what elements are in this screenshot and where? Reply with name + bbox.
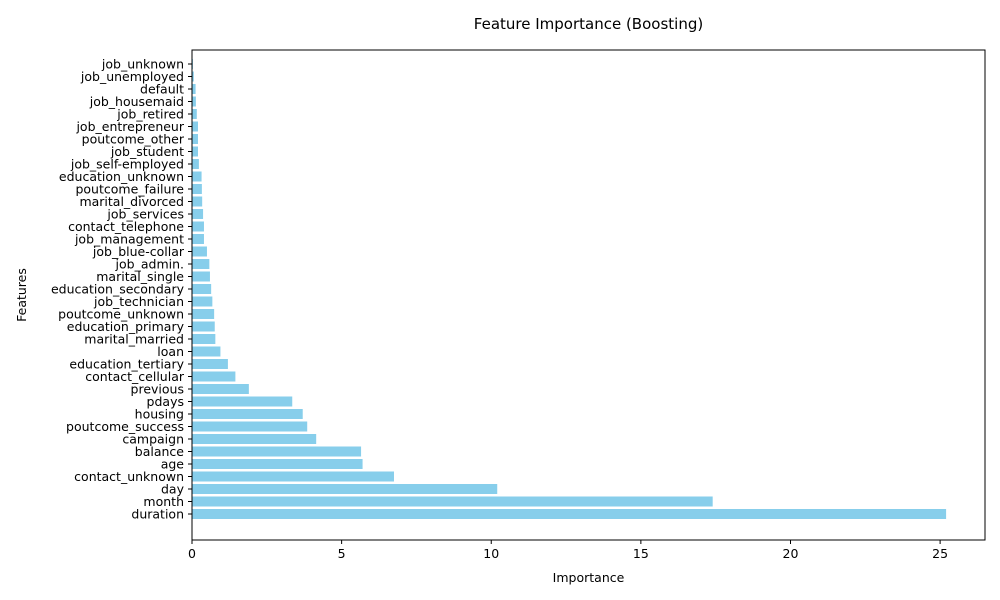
x-axis-title: Importance — [553, 570, 625, 585]
y-tick-label: poutcome_failure — [75, 182, 184, 197]
y-tick-label: education_unknown — [59, 169, 184, 184]
bar-job_technician — [192, 296, 213, 307]
bar-poutcome_failure — [192, 184, 202, 194]
y-tick-label: marital_married — [84, 332, 184, 347]
y-axis-title: Features — [14, 268, 29, 322]
bar-job_management — [192, 234, 204, 244]
y-tick-label: campaign — [122, 432, 184, 447]
y-tick-label: balance — [135, 444, 185, 459]
bar-job_student — [192, 146, 198, 157]
bar-job_housemaid — [192, 96, 196, 107]
bar-day — [192, 484, 498, 494]
y-tick-label: previous — [131, 382, 184, 397]
bar-age — [192, 459, 363, 469]
y-tick-label: job_blue-collar — [92, 244, 185, 259]
y-tick-label: job_management — [74, 232, 184, 247]
y-tick-label: job_student — [110, 144, 184, 159]
y-tick-label: day — [161, 482, 185, 497]
bar-default — [192, 84, 196, 94]
y-tick-label: contact_unknown — [74, 469, 184, 484]
bar-education_unknown — [192, 171, 202, 182]
bar-balance — [192, 446, 362, 457]
bar-contact_unknown — [192, 471, 394, 482]
y-tick-label: job_housemaid — [89, 94, 184, 109]
bar-job_self-employed — [192, 159, 199, 169]
plot-frame — [191, 49, 986, 541]
bar-job_blue-collar — [192, 246, 207, 257]
y-tick-label: education_primary — [67, 319, 185, 334]
bars-group — [192, 59, 947, 519]
y-tick-label: contact_telephone — [68, 219, 184, 234]
bar-job_unemployed — [192, 71, 194, 82]
y-tick-label: job_unknown — [101, 57, 184, 72]
bar-poutcome_unknown — [192, 309, 215, 319]
y-tick-label: education_tertiary — [69, 357, 184, 372]
x-tick-label: 5 — [338, 546, 346, 561]
x-tick-label: 25 — [932, 546, 948, 561]
bar-loan — [192, 346, 221, 357]
bar-job_services — [192, 209, 204, 219]
bar-contact_cellular — [192, 371, 236, 382]
bar-education_tertiary — [192, 359, 228, 369]
bar-housing — [192, 409, 303, 419]
bar-marital_single — [192, 271, 210, 282]
bar-pdays — [192, 396, 293, 407]
bar-contact_telephone — [192, 221, 204, 232]
y-tick-label: loan — [157, 344, 184, 359]
bar-job_entrepreneur — [192, 121, 198, 132]
y-axis-ticks: durationmonthdaycontact_unknownagebalanc… — [51, 57, 192, 522]
y-tick-label: job_technician — [93, 294, 184, 309]
bar-education_primary — [192, 321, 215, 332]
bar-marital_married — [192, 334, 216, 344]
y-tick-label: duration — [131, 507, 184, 522]
x-tick-label: 15 — [633, 546, 649, 561]
y-tick-label: education_secondary — [51, 282, 185, 297]
y-tick-label: age — [161, 457, 185, 472]
bar-previous — [192, 384, 249, 394]
bar-education_secondary — [192, 284, 212, 294]
y-tick-label: marital_divorced — [79, 194, 184, 209]
y-tick-label: job_retired — [116, 107, 184, 122]
bar-marital_divorced — [192, 196, 203, 207]
y-tick-label: default — [140, 82, 184, 97]
y-tick-label: job_entrepreneur — [75, 119, 184, 134]
bar-poutcome_other — [192, 134, 198, 144]
y-tick-label: job_unemployed — [80, 69, 184, 84]
bar-job_admin. — [192, 259, 210, 269]
bar-campaign — [192, 434, 317, 444]
bar-job_retired — [192, 109, 197, 119]
bar-poutcome_success — [192, 421, 308, 432]
x-tick-label: 10 — [483, 546, 499, 561]
y-tick-label: month — [143, 494, 184, 509]
x-axis-ticks: 0 5 10 15 20 25 — [188, 540, 948, 561]
x-tick-label: 0 — [188, 546, 196, 561]
x-tick-label: 20 — [783, 546, 799, 561]
y-tick-label: contact_cellular — [85, 369, 185, 384]
chart-title: Feature Importance (Boosting) — [474, 15, 703, 33]
y-tick-label: poutcome_other — [82, 132, 185, 147]
y-tick-label: marital_single — [96, 269, 184, 284]
y-tick-label: poutcome_success — [66, 419, 184, 434]
plot-background — [192, 50, 985, 540]
y-tick-label: poutcome_unknown — [58, 307, 184, 322]
bar-month — [192, 496, 713, 507]
y-tick-label: job_admin. — [115, 257, 184, 272]
bar-duration — [192, 509, 947, 519]
y-tick-label: job_services — [106, 207, 184, 222]
y-tick-label: housing — [135, 407, 184, 422]
y-tick-label: pdays — [147, 394, 184, 409]
y-tick-label: job_self-employed — [70, 157, 184, 172]
